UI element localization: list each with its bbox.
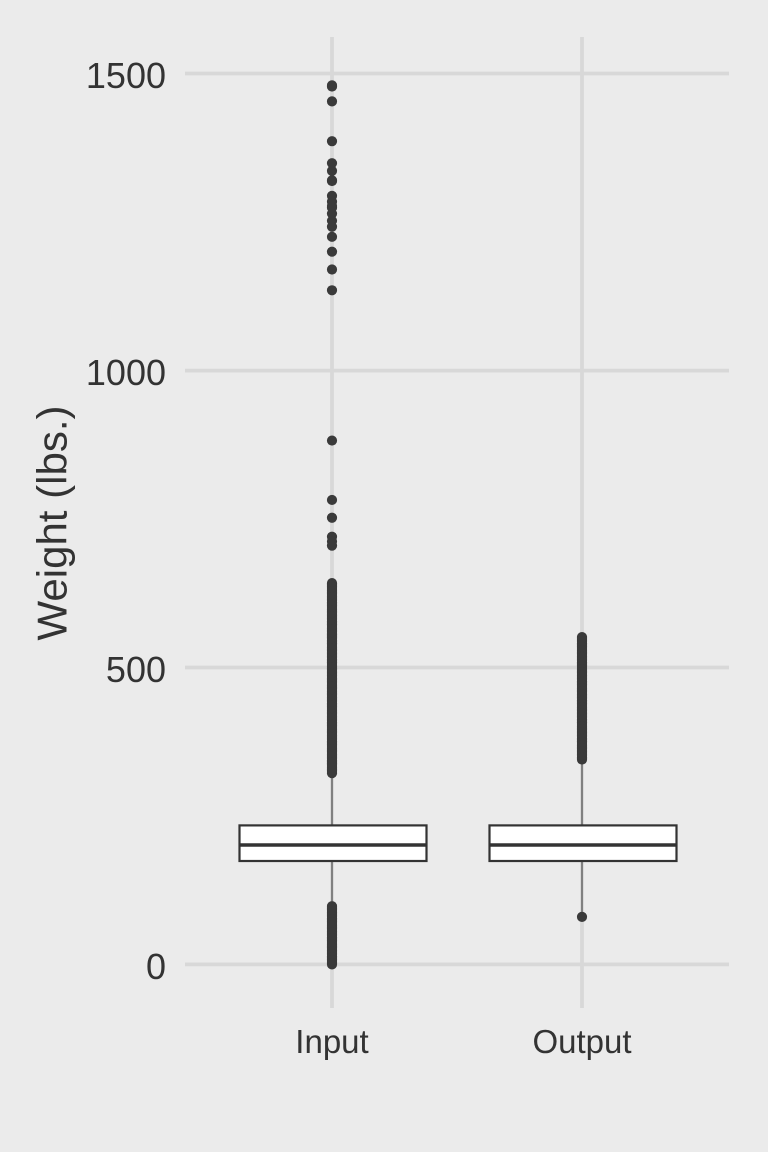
svg-text:Input: Input xyxy=(295,1023,368,1060)
svg-text:500: 500 xyxy=(106,649,166,690)
svg-text:1000: 1000 xyxy=(86,352,166,393)
svg-text:Output: Output xyxy=(532,1023,631,1060)
svg-text:Weight (lbs.): Weight (lbs.) xyxy=(29,406,76,641)
svg-text:0: 0 xyxy=(146,946,166,987)
svg-text:1500: 1500 xyxy=(86,55,166,96)
